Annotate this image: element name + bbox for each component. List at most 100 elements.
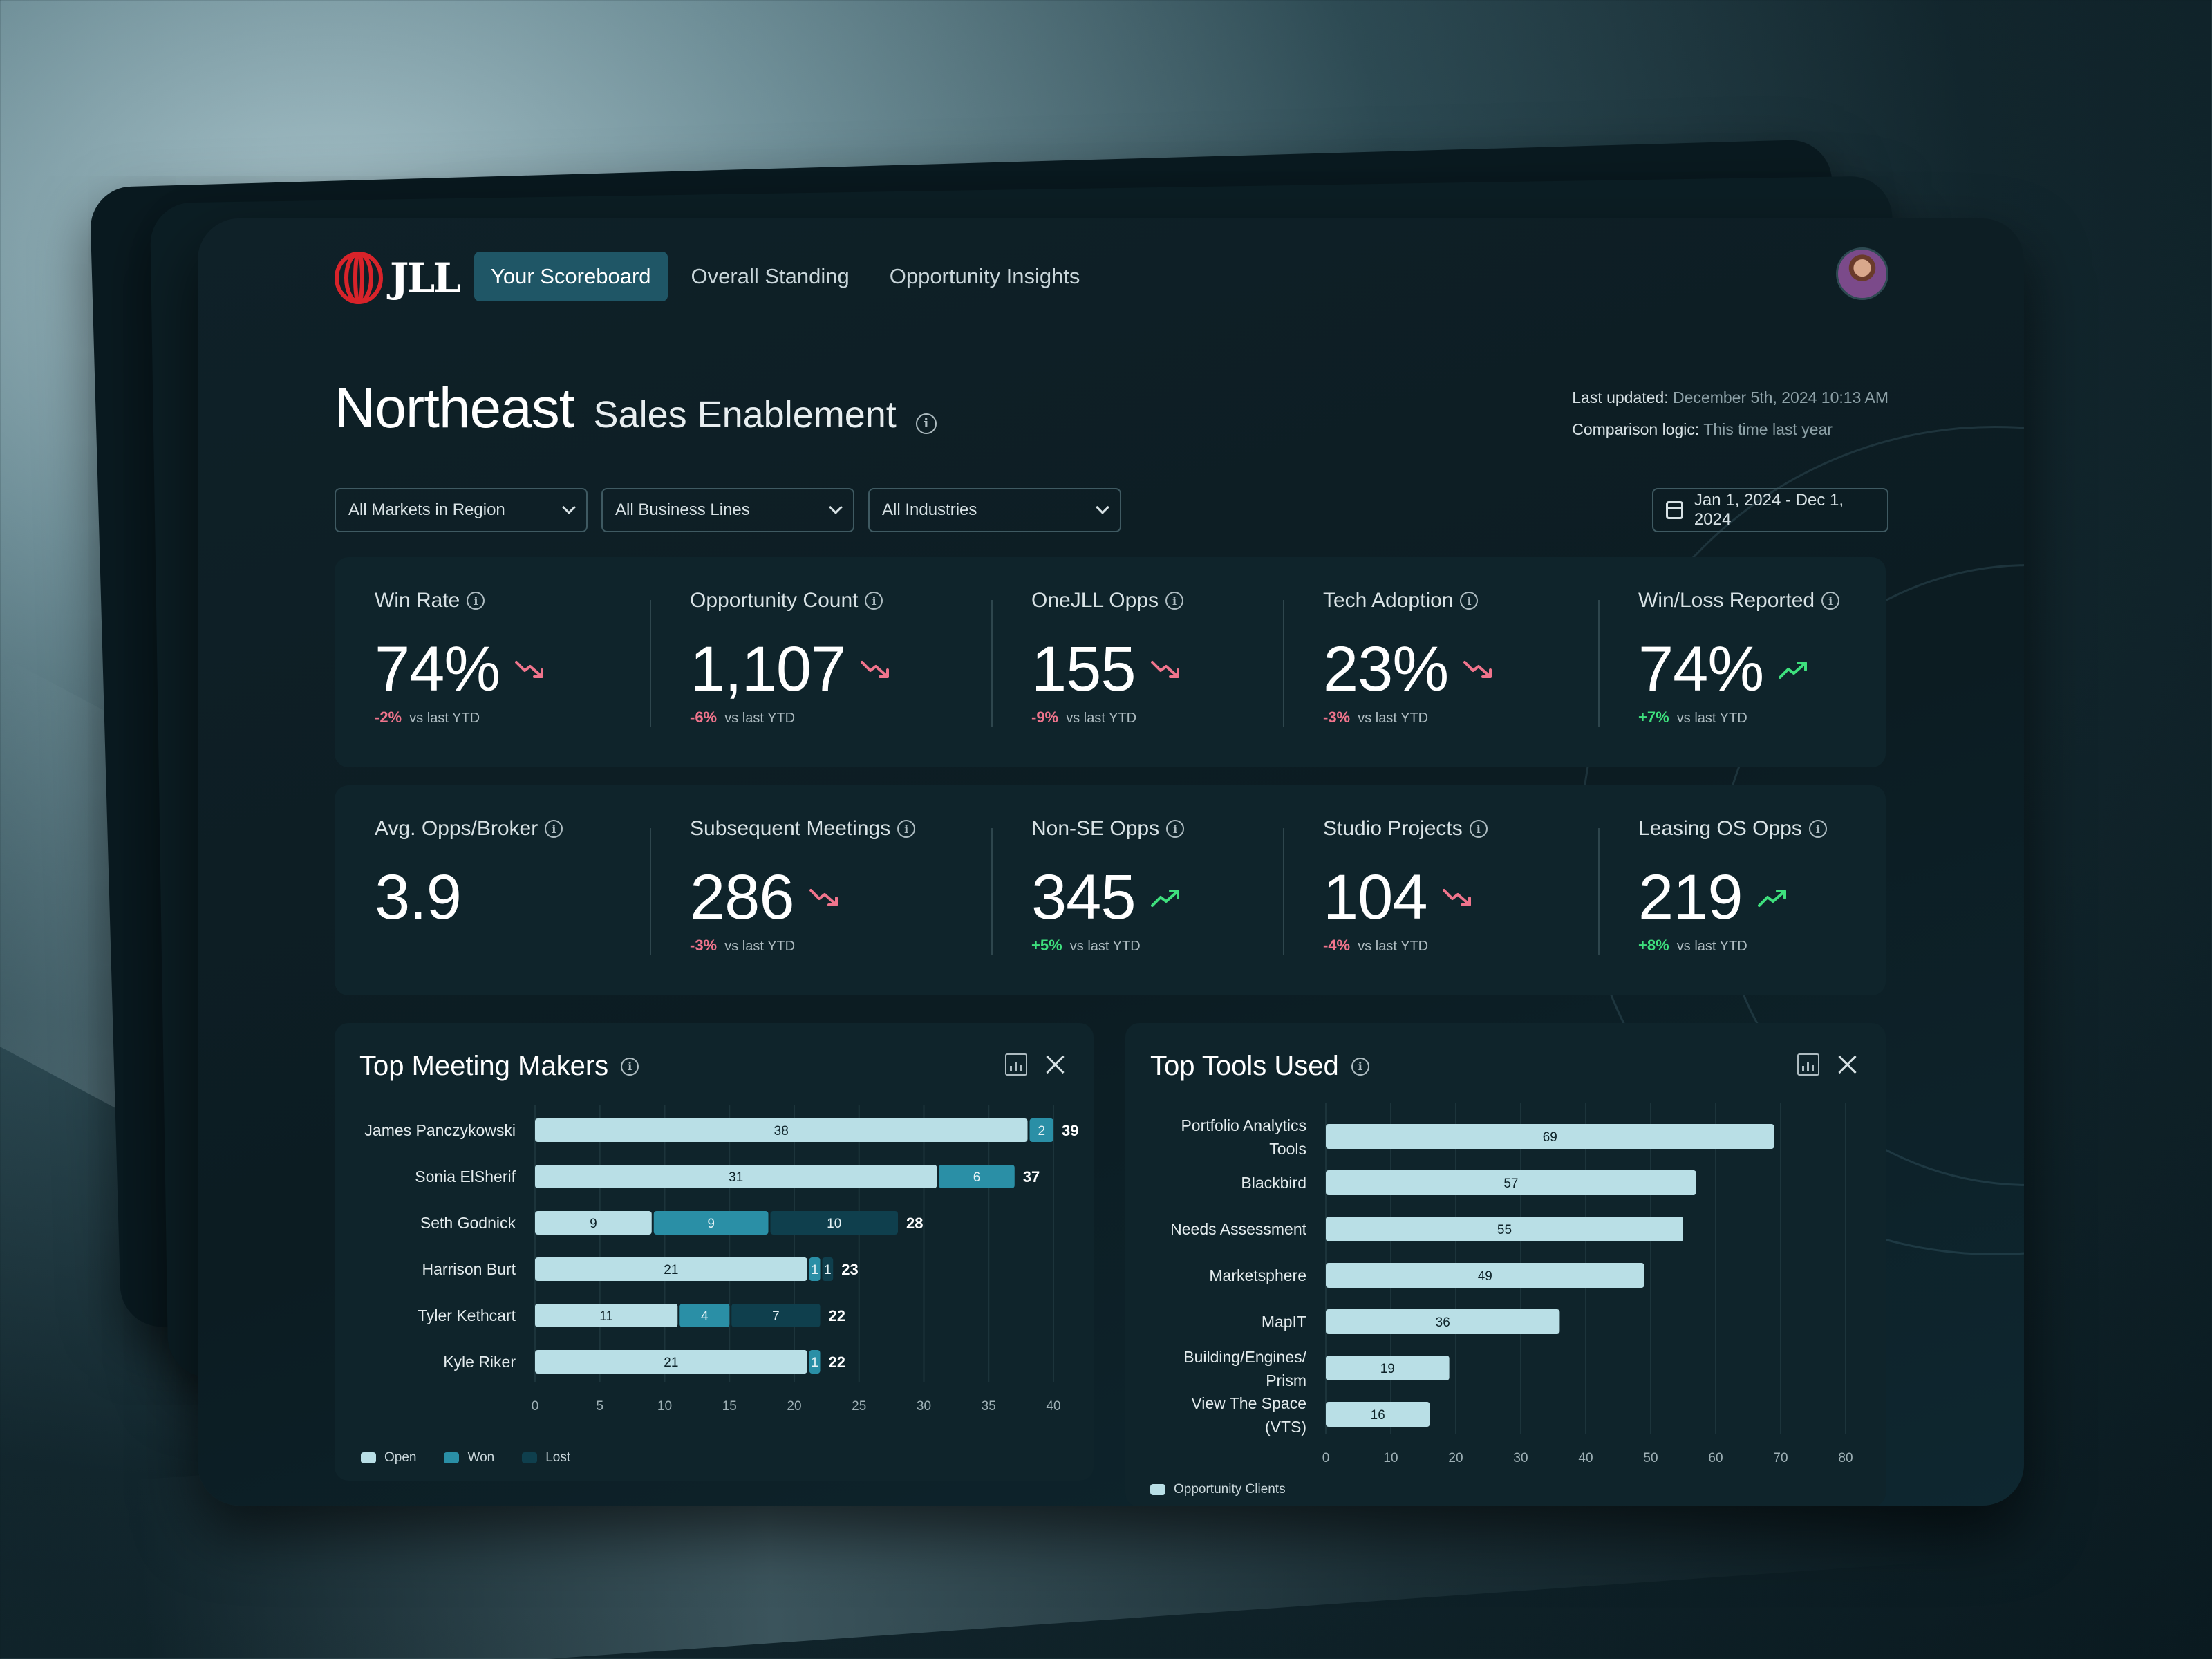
bar-total-label: 22 xyxy=(829,1353,845,1371)
dashboard-card: JLL Your Scoreboard Overall Standing Opp… xyxy=(198,218,2024,1506)
stat-label: Non-SE Opps i xyxy=(1031,817,1283,841)
bar-total-label: 23 xyxy=(841,1261,858,1278)
bar-value-label: 4 xyxy=(701,1309,709,1324)
bar-value-label: 21 xyxy=(664,1263,678,1277)
logo-text: JLL xyxy=(390,254,461,301)
bar-value-label: 57 xyxy=(1503,1177,1518,1191)
category-label: Marketsphere xyxy=(1209,1266,1306,1284)
comparison-value: This time last year xyxy=(1703,420,1833,438)
market-select[interactable]: All Markets in Region xyxy=(335,488,588,532)
chart-options-icon[interactable] xyxy=(1005,1053,1027,1076)
top-meeting-makers-panel: Top Meeting Makers i 0 5 10 15 20 25 30 35 40 Jam… xyxy=(335,1023,1094,1481)
legend-item[interactable]: Lost xyxy=(522,1450,570,1465)
business-select-value: All Business Lines xyxy=(615,500,750,519)
legend-swatch xyxy=(361,1452,376,1463)
stat-value: 155 xyxy=(1031,634,1136,704)
date-range-picker[interactable]: Jan 1, 2024 - Dec 1, 2024 xyxy=(1652,488,1888,532)
stat-label-text: Subsequent Meetings xyxy=(690,817,891,840)
info-icon[interactable]: i xyxy=(1821,592,1840,610)
legend-item[interactable]: Won xyxy=(444,1450,494,1465)
delta-value: -4% xyxy=(1323,937,1351,954)
bar-total-label: 22 xyxy=(829,1307,845,1324)
info-icon[interactable]: i xyxy=(1808,820,1827,838)
info-icon[interactable]: i xyxy=(1469,820,1488,838)
stat-value-line: 74% xyxy=(375,633,650,706)
business-line-select[interactable]: All Business Lines xyxy=(601,488,854,532)
info-icon[interactable]: i xyxy=(915,413,937,434)
delta-value: -3% xyxy=(690,937,718,954)
last-updated-value: December 5th, 2024 10:13 AM xyxy=(1673,388,1888,406)
panel-tools xyxy=(1797,1053,1858,1076)
filter-bar: All Markets in Region All Business Lines… xyxy=(335,488,1121,532)
stat-label-text: Opportunity Count xyxy=(690,589,859,612)
stat-delta: -3% vs last YTD xyxy=(1323,709,1598,727)
delta-value: +7% xyxy=(1638,709,1669,726)
category-label-line: Portfolio Analytics xyxy=(1181,1116,1306,1134)
avatar[interactable] xyxy=(1836,247,1888,300)
bar-segment-open xyxy=(535,1211,652,1235)
stat-label-text: Studio Projects xyxy=(1323,817,1463,840)
category-label: View The Space (VTS) xyxy=(1191,1394,1306,1436)
bar xyxy=(1326,1170,1696,1195)
chevron-down-icon xyxy=(1096,500,1109,514)
info-icon[interactable]: i xyxy=(1165,592,1183,610)
stat-label-text: Win/Loss Reported xyxy=(1638,589,1815,612)
info-icon[interactable]: i xyxy=(545,820,563,838)
bar-value-label: 31 xyxy=(729,1170,743,1185)
stats-row-2: Avg. Opps/Broker i 3.9 Subsequent Meetings i… xyxy=(335,785,1886,995)
bar-value-label: 6 xyxy=(973,1170,981,1185)
jll-logo[interactable]: JLL xyxy=(335,252,461,304)
stat-label: Opportunity Count i xyxy=(690,589,991,612)
x-tick-label: 30 xyxy=(917,1399,931,1414)
industry-select-value: All Industries xyxy=(882,500,977,519)
chart-options-icon[interactable] xyxy=(1797,1053,1819,1076)
stat-label-text: Win Rate xyxy=(375,589,460,612)
x-tick-label: 15 xyxy=(722,1399,737,1414)
trend-down-icon xyxy=(1463,660,1492,678)
info-icon[interactable]: i xyxy=(467,592,485,610)
trend-down-icon xyxy=(861,660,890,678)
category-label: Sonia ElSherif xyxy=(415,1168,516,1185)
tab-your-scoreboard[interactable]: Your Scoreboard xyxy=(474,252,668,301)
category-label: James Panczykowski xyxy=(364,1121,516,1139)
info-icon[interactable]: i xyxy=(1166,820,1185,838)
bar-value-label: 9 xyxy=(707,1217,715,1231)
comparison-label: Comparison logic: xyxy=(1572,420,1700,438)
bar-segment-won xyxy=(809,1350,821,1374)
stat-label-text: Tech Adoption xyxy=(1323,589,1454,612)
bar-value-label: 36 xyxy=(1436,1315,1450,1330)
info-icon[interactable]: i xyxy=(865,592,883,610)
tab-overall-standing[interactable]: Overall Standing xyxy=(691,264,850,288)
tab-opportunity-insights[interactable]: Opportunity Insights xyxy=(889,264,1080,288)
info-icon[interactable]: i xyxy=(621,1057,639,1076)
category-label: Tyler Kethcart xyxy=(418,1306,516,1324)
category-label: Seth Godnick xyxy=(420,1214,516,1232)
x-tick-label: 60 xyxy=(1708,1451,1723,1465)
x-tick-label: 35 xyxy=(982,1399,996,1414)
info-icon[interactable]: i xyxy=(1460,592,1479,610)
bar-value-label: 9 xyxy=(590,1217,597,1231)
bar-segment-lost xyxy=(770,1211,898,1235)
legend-item[interactable]: Open xyxy=(361,1450,416,1465)
bar-segment-won xyxy=(679,1304,730,1327)
bar xyxy=(1326,1402,1430,1427)
bar-value-label: 16 xyxy=(1371,1408,1385,1423)
x-tick-label: 30 xyxy=(1513,1451,1528,1465)
info-icon[interactable]: i xyxy=(1351,1057,1369,1076)
category-label: Needs Assessment xyxy=(1170,1220,1306,1238)
legend-item[interactable]: Opportunity Clients xyxy=(1150,1482,1286,1497)
chevron-down-icon xyxy=(562,500,576,514)
delta-value: +8% xyxy=(1638,937,1669,954)
category-label-line: Tools xyxy=(1269,1140,1306,1158)
delta-suffix: vs last YTD xyxy=(724,939,796,954)
stat-value-line: 345 xyxy=(1031,861,1283,934)
stat-value: 74% xyxy=(375,634,500,704)
bar-total-label: 39 xyxy=(1062,1122,1078,1139)
delta-suffix: vs last YTD xyxy=(1066,711,1137,726)
bar-value-label: 2 xyxy=(1038,1124,1045,1138)
industry-select[interactable]: All Industries xyxy=(868,488,1121,532)
info-icon[interactable]: i xyxy=(897,820,916,838)
stat-value-line: 219 xyxy=(1638,861,1886,934)
stat-value-line: 74% xyxy=(1638,633,1886,706)
stat-label: Leasing OS Opps i xyxy=(1638,817,1886,841)
